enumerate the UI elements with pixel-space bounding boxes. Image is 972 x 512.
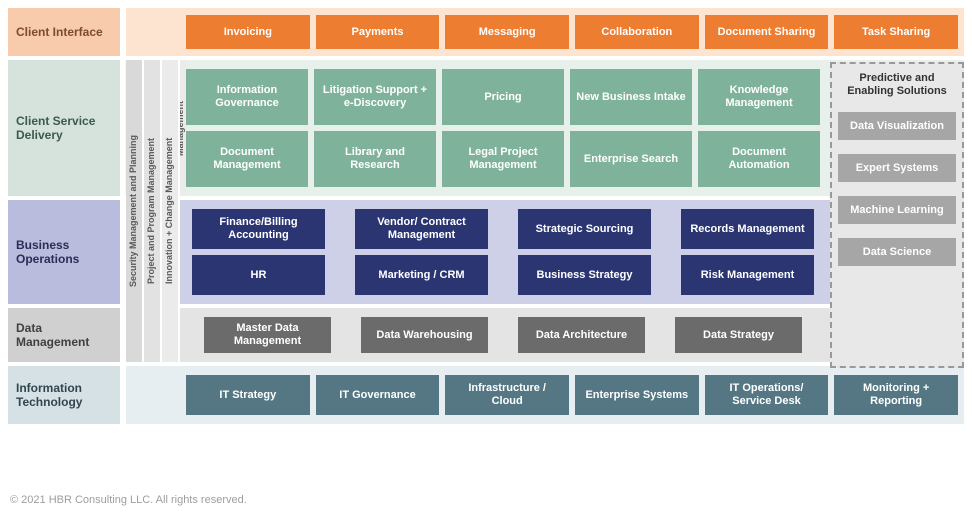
capability-block: Data Warehousing bbox=[361, 317, 488, 353]
capability-block: Information Governance bbox=[186, 69, 308, 125]
band-content-client_interface: InvoicingPaymentsMessagingCollaborationD… bbox=[180, 8, 964, 56]
capability-block: Master Data Management bbox=[204, 317, 331, 353]
copyright-footer: © 2021 HBR Consulting LLC. All rights re… bbox=[10, 494, 247, 506]
band-content-information_technology: IT StrategyIT GovernanceInfrastructure /… bbox=[180, 366, 964, 424]
vertical-track-overlay-1: Project and Program Management bbox=[144, 60, 162, 362]
vertical-track-2 bbox=[162, 8, 180, 56]
capability-block: Strategic Sourcing bbox=[518, 209, 651, 249]
side-panel-block: Data Science bbox=[838, 238, 956, 266]
vertical-track-overlay-2: Innovation + Change Management bbox=[162, 60, 180, 362]
capability-block: Enterprise Search bbox=[570, 131, 692, 187]
capability-block: Monitoring + Reporting bbox=[834, 375, 958, 415]
vertical-track-overlay-0: Security Management and Planning bbox=[126, 60, 144, 362]
capability-block: Infrastructure / Cloud bbox=[445, 375, 569, 415]
capability-block: Records Management bbox=[681, 209, 814, 249]
capability-block: Document Sharing bbox=[705, 15, 829, 49]
capability-block: Business Strategy bbox=[518, 255, 651, 295]
capability-block: IT Operations/ Service Desk bbox=[705, 375, 829, 415]
capability-block: Data Strategy bbox=[675, 317, 802, 353]
band-label-client_interface: Client Interface bbox=[8, 8, 120, 56]
block-grid: Finance/Billing Accounting Vendor/ Contra… bbox=[186, 209, 820, 295]
capability-block: HR bbox=[192, 255, 325, 295]
capability-block: Finance/Billing Accounting bbox=[192, 209, 325, 249]
capability-block: Marketing / CRM bbox=[355, 255, 488, 295]
capability-block: Data Architecture bbox=[518, 317, 645, 353]
capability-block: IT Strategy bbox=[186, 375, 310, 415]
side-panel-block: Data Visualization bbox=[838, 112, 956, 140]
band-label-client_service_delivery: Client Service Delivery bbox=[8, 60, 120, 196]
capability-block: Task Sharing bbox=[834, 15, 958, 49]
side-panel-block: Expert Systems bbox=[838, 154, 956, 182]
capability-block: Library and Research bbox=[314, 131, 436, 187]
block-grid: Information GovernanceLitigation Support… bbox=[186, 69, 820, 187]
block-grid: InvoicingPaymentsMessagingCollaborationD… bbox=[186, 15, 958, 49]
capability-block: Vendor/ Contract Management bbox=[355, 209, 488, 249]
band-label-information_technology: Information Technology bbox=[8, 366, 120, 424]
capability-block: Messaging bbox=[445, 15, 569, 49]
capability-map-diagram: Client Interface InvoicingPaymentsMessagi… bbox=[8, 8, 964, 428]
side-panel-block: Machine Learning bbox=[838, 196, 956, 224]
capability-block: Pricing bbox=[442, 69, 564, 125]
vertical-tracks bbox=[126, 8, 180, 56]
side-panel-title: Predictive and Enabling Solutions bbox=[838, 72, 956, 98]
capability-block: Knowledge Management bbox=[698, 69, 820, 125]
capability-block: Document Automation bbox=[698, 131, 820, 187]
capability-block: IT Governance bbox=[316, 375, 440, 415]
band-label-data_management: Data Management bbox=[8, 308, 120, 362]
vertical-track-0 bbox=[126, 366, 144, 424]
band-client_interface: Client Interface InvoicingPaymentsMessagi… bbox=[8, 8, 964, 56]
block-grid: IT StrategyIT GovernanceInfrastructure /… bbox=[186, 375, 958, 415]
vertical-track-0 bbox=[126, 8, 144, 56]
band-information_technology: Information Technology IT StrategyIT Gove… bbox=[8, 366, 964, 424]
capability-block: Document Management bbox=[186, 131, 308, 187]
capability-block: Litigation Support + e-Discovery bbox=[314, 69, 436, 125]
capability-block: Enterprise Systems bbox=[575, 375, 699, 415]
vertical-tracks bbox=[126, 366, 180, 424]
capability-block: Collaboration bbox=[575, 15, 699, 49]
capability-block: Invoicing bbox=[186, 15, 310, 49]
capability-block: Payments bbox=[316, 15, 440, 49]
block-grid: Master Data Management Data Warehousing Da… bbox=[186, 317, 820, 353]
capability-block: New Business Intake bbox=[570, 69, 692, 125]
capability-block: Risk Management bbox=[681, 255, 814, 295]
capability-block: Legal Project Management bbox=[442, 131, 564, 187]
band-label-business_operations: Business Operations bbox=[8, 200, 120, 304]
vertical-track-2 bbox=[162, 366, 180, 424]
vertical-track-1 bbox=[144, 366, 162, 424]
vertical-track-1 bbox=[144, 8, 162, 56]
predictive-enabling-panel: Predictive and Enabling Solutions Data Vi… bbox=[830, 62, 964, 368]
